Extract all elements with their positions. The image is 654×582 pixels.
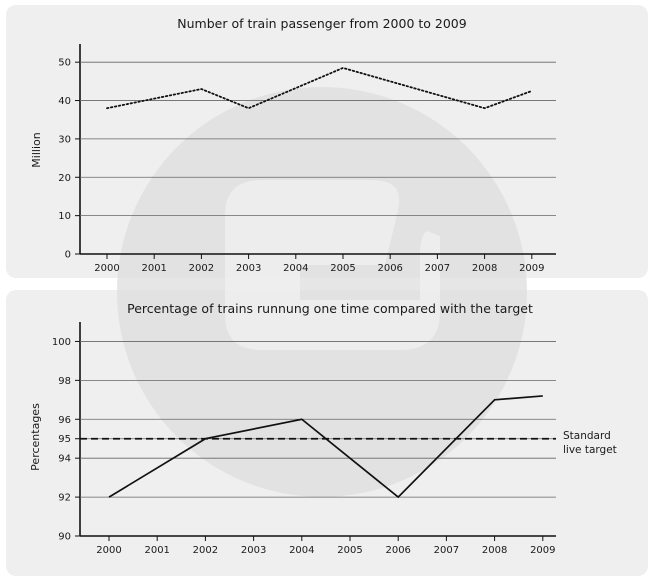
- y-tick-label: 30: [58, 134, 71, 145]
- x-tick-label: 2006: [385, 545, 410, 556]
- reference-label-line-1: Standard: [563, 430, 611, 442]
- x-tick-label: 2005: [337, 545, 362, 556]
- x-tick-label: 2007: [425, 263, 450, 274]
- y-tick-label: 92: [58, 493, 71, 504]
- y-tick-label: 0: [65, 250, 71, 261]
- x-tick-label: 2008: [482, 545, 507, 556]
- x-tick-label: 2000: [96, 545, 121, 556]
- x-tick-label: 2008: [472, 263, 497, 274]
- chart-title: Percentage of trains runnung one time co…: [127, 301, 533, 316]
- x-tick-label: 2005: [330, 263, 355, 274]
- x-tick-label: 2007: [434, 545, 459, 556]
- series-line: [108, 395, 543, 499]
- x-tick-label: 2002: [193, 545, 218, 556]
- x-tick-label: 2001: [144, 545, 169, 556]
- x-tick-label: 2009: [519, 263, 544, 274]
- y-tick-label: 95: [58, 434, 71, 445]
- x-tick-label: 2006: [377, 263, 402, 274]
- y-tick-label: 90: [58, 532, 71, 543]
- reference-label-line-2: live target: [563, 444, 617, 456]
- y-tick-label: 50: [58, 58, 71, 69]
- passenger-line-chart: Number of train passenger from 2000 to 2…: [30, 16, 556, 274]
- y-axis-label: Percentages: [29, 403, 42, 471]
- x-tick-label: 2004: [289, 545, 314, 556]
- x-tick-label: 2001: [141, 263, 166, 274]
- y-tick-label: 100: [52, 337, 71, 348]
- y-tick-label: 96: [58, 415, 71, 426]
- series-line: [106, 66, 533, 110]
- y-tick-label: 98: [58, 376, 71, 387]
- x-tick-label: 2003: [241, 545, 266, 556]
- y-tick-label: 40: [58, 96, 71, 107]
- chart-title: Number of train passenger from 2000 to 2…: [177, 16, 466, 31]
- y-axis-label: Million: [30, 132, 43, 167]
- x-tick-label: 2000: [94, 263, 119, 274]
- x-tick-label: 2009: [530, 545, 555, 556]
- x-tick-label: 2004: [283, 263, 308, 274]
- y-tick-label: 20: [58, 173, 71, 184]
- y-tick-label: 10: [58, 211, 71, 222]
- y-tick-label: 94: [58, 454, 71, 465]
- x-tick-label: 2003: [236, 263, 261, 274]
- x-tick-label: 2002: [189, 263, 214, 274]
